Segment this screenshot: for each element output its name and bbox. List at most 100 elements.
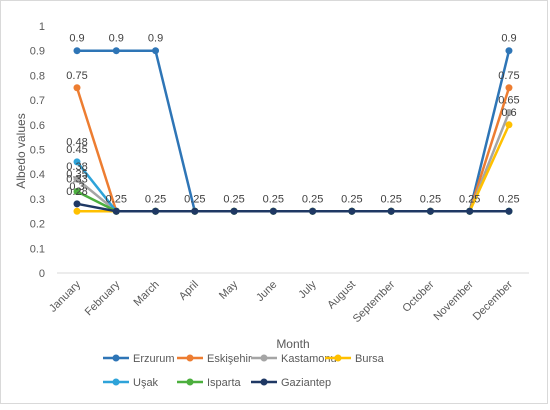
y-tick-label: 0.2: [30, 219, 45, 231]
data-label: 0.75: [498, 70, 519, 82]
x-tick-label: June: [254, 279, 279, 304]
y-tick-label: 0: [39, 268, 45, 280]
data-point: [309, 207, 317, 215]
data-label: 0.25: [145, 193, 166, 205]
legend-marker: [260, 378, 268, 386]
data-point: [152, 47, 160, 55]
series-line-6: [76, 202, 509, 213]
data-label: 0.25: [106, 193, 127, 205]
data-label: 0.35: [66, 169, 87, 181]
data-label: 0.65: [498, 94, 519, 106]
y-tick-label: 0.7: [30, 95, 45, 107]
y-axis-title: Albedo values: [14, 113, 28, 188]
data-point: [387, 207, 395, 215]
data-label: 0.25: [263, 193, 284, 205]
data-point: [73, 47, 81, 55]
data-point: [269, 207, 277, 215]
x-tick-label: December: [471, 278, 516, 323]
data-point: [73, 187, 81, 195]
series-line-0: [77, 49, 511, 213]
data-point: [505, 84, 513, 92]
data-point: [505, 47, 513, 55]
y-tick-label: 0.6: [30, 120, 45, 132]
data-point: [152, 207, 160, 215]
data-label: 0.38: [66, 161, 87, 173]
legend-label: Bursa: [355, 353, 385, 365]
data-point: [505, 121, 513, 129]
data-point: [73, 200, 81, 208]
data-point: [73, 158, 81, 166]
series-line-2: [76, 111, 511, 213]
x-tick-label: November: [431, 278, 476, 323]
x-axis-ticks: January February March April May June July Augu…: [47, 278, 515, 325]
data-point: [230, 207, 238, 215]
data-label: 0.75: [66, 70, 87, 82]
series-line-1: [75, 87, 511, 213]
data-point: [505, 108, 513, 116]
legend-marker: [186, 354, 194, 362]
data-label: 0.9: [148, 33, 163, 45]
x-tick-label: October: [400, 278, 436, 314]
data-label: 0.9: [69, 33, 84, 45]
x-tick-label: February: [83, 278, 123, 318]
data-point: [426, 207, 434, 215]
data-label: 0.28: [66, 186, 87, 198]
data-point: [466, 207, 474, 215]
legend-marker: [112, 354, 120, 362]
legend-label: Kastamonu: [281, 353, 337, 365]
x-tick-label: September: [351, 278, 398, 325]
data-label: 0.25: [184, 193, 205, 205]
legend-label: Isparta: [207, 377, 242, 389]
x-axis-title: Month: [276, 337, 309, 351]
data-label: 0.25: [420, 193, 441, 205]
data-point: [73, 175, 81, 183]
legend: Erzurum Eskişehir Kastamonu Bursa Uşak Ispart…: [103, 353, 385, 389]
data-label: 0.45: [66, 144, 87, 156]
y-axis-ticks: 0 0.1 0.2 0.3 0.4 0.5 0.6 0.7 0.8 0.9 1: [30, 21, 45, 280]
data-label: 0.48: [66, 136, 87, 148]
y-tick-label: 1: [39, 21, 45, 33]
series-line-3: [77, 124, 511, 213]
data-label: 0.9: [501, 33, 516, 45]
data-label: 0.9: [109, 33, 124, 45]
legend-marker: [112, 378, 120, 386]
data-point: [112, 47, 120, 55]
y-tick-label: 0.8: [30, 70, 45, 82]
x-tick-label: January: [47, 278, 84, 315]
x-tick-label: April: [177, 279, 201, 303]
series-line-4: [76, 161, 509, 213]
y-tick-label: 0.5: [30, 145, 45, 157]
legend-marker: [186, 378, 194, 386]
y-tick-label: 0.1: [30, 243, 45, 255]
y-tick-label: 0.3: [30, 194, 45, 206]
data-label: 0.6: [501, 107, 516, 119]
series-lines: [73, 47, 513, 215]
data-point: [348, 207, 356, 215]
legend-label: Erzurum: [133, 353, 175, 365]
legend-marker: [260, 354, 268, 362]
data-label: 0.25: [459, 193, 480, 205]
y-tick-label: 0.9: [30, 46, 45, 58]
legend-label: Eskişehir: [207, 353, 252, 365]
data-label: 0.25: [498, 193, 519, 205]
data-point: [505, 207, 513, 215]
data-label: 0.25: [341, 193, 362, 205]
data-labels: 0.9 0.9 0.9 0.90.75 0.750.380.650.60.450.330…: [66, 33, 519, 206]
legend-label: Uşak: [133, 377, 159, 389]
x-tick-label: July: [296, 278, 319, 301]
data-label: 0.25: [302, 193, 323, 205]
data-point: [191, 207, 199, 215]
y-tick-label: 0.4: [30, 169, 45, 181]
legend-marker: [334, 354, 342, 362]
x-tick-label: May: [217, 278, 241, 302]
data-point: [73, 207, 81, 215]
data-label: 0.25: [380, 193, 401, 205]
data-label: 0.25: [223, 193, 244, 205]
legend-label: Gaziantep: [281, 377, 331, 389]
data-point: [112, 207, 120, 215]
data-label: 0.3: [69, 181, 84, 193]
series-line-5: [76, 190, 509, 213]
data-label: 0.33: [66, 173, 87, 185]
